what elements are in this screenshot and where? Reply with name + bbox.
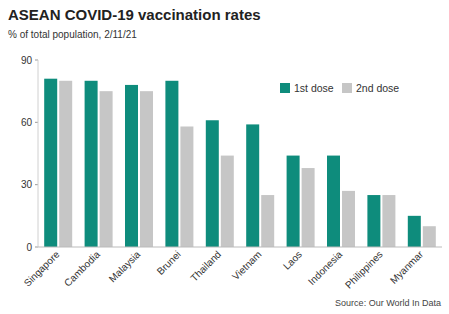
bar bbox=[44, 79, 57, 247]
chart: ASEAN COVID-19 vaccination rates % of tot… bbox=[0, 0, 449, 314]
bar bbox=[180, 126, 193, 247]
x-tick-label: Philippines bbox=[343, 249, 385, 291]
x-tick-label: Singapore bbox=[22, 248, 62, 288]
y-tick-label: 0 bbox=[26, 242, 32, 253]
bar bbox=[59, 81, 72, 247]
bar bbox=[382, 195, 395, 247]
bar bbox=[327, 156, 340, 247]
x-tick-label: Laos bbox=[281, 249, 304, 272]
x-tick-label: Myanmar bbox=[388, 248, 426, 286]
bars bbox=[44, 79, 436, 247]
legend-label: 2nd dose bbox=[356, 82, 399, 94]
y-axis bbox=[38, 60, 39, 247]
bar bbox=[165, 81, 178, 247]
subtitle: % of total population, 2/11/21 bbox=[8, 29, 137, 40]
legend-swatch bbox=[342, 83, 352, 93]
x-tick-label: Cambodia bbox=[62, 248, 102, 288]
x-axis bbox=[38, 247, 442, 248]
bar bbox=[367, 195, 380, 247]
bar bbox=[261, 195, 274, 247]
bar bbox=[206, 120, 219, 247]
y-tick-label: 60 bbox=[21, 117, 33, 128]
bar bbox=[342, 191, 355, 247]
bar bbox=[125, 85, 138, 247]
bar bbox=[140, 91, 153, 247]
legend-label: 1st dose bbox=[294, 82, 334, 94]
bar bbox=[408, 216, 421, 247]
x-tick-label: Brunei bbox=[155, 249, 183, 277]
bar bbox=[423, 226, 436, 247]
bar bbox=[302, 168, 315, 247]
title: ASEAN COVID-19 vaccination rates bbox=[8, 6, 261, 23]
x-tick-label: Indonesia bbox=[306, 248, 345, 287]
x-tick-label: Malaysia bbox=[107, 248, 143, 284]
y-tick-label: 90 bbox=[21, 55, 33, 66]
bar bbox=[100, 91, 113, 247]
bar bbox=[246, 124, 259, 247]
bar bbox=[85, 81, 98, 247]
legend-swatch bbox=[280, 83, 290, 93]
source: Source: Our World In Data bbox=[335, 298, 441, 308]
x-tick-label: Thailand bbox=[188, 249, 223, 284]
chart-root: ASEAN COVID-19 vaccination rates % of tot… bbox=[0, 0, 449, 314]
bar bbox=[221, 156, 234, 247]
y-tick-label: 30 bbox=[21, 179, 33, 190]
bar bbox=[287, 156, 300, 247]
x-tick-label: Vietnam bbox=[230, 249, 264, 283]
